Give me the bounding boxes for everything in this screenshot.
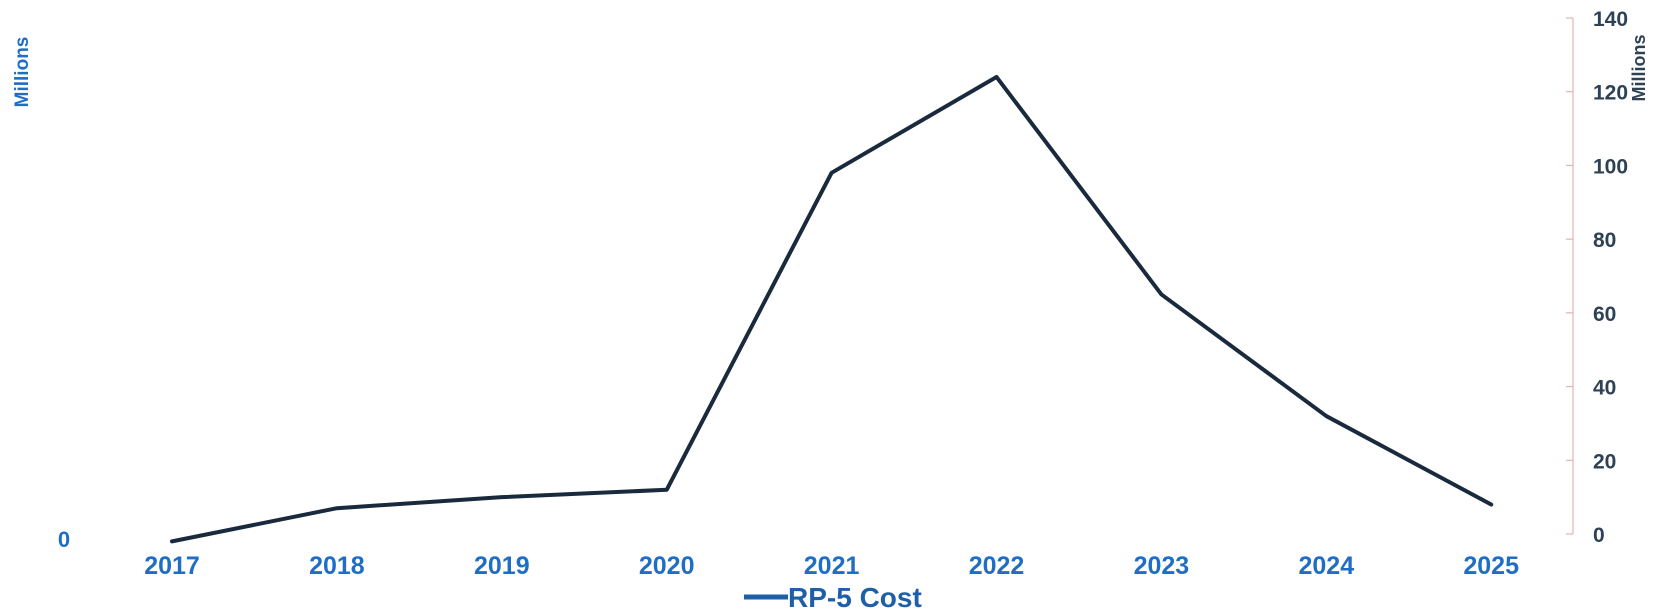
legend-label: RP-5 Cost	[788, 582, 922, 613]
right-axis-tick-label: 100	[1593, 155, 1628, 178]
x-axis-tick-label: 2018	[309, 552, 365, 580]
right-axis-tick-label: 80	[1593, 229, 1616, 252]
right-axis-tick-label: 60	[1593, 303, 1616, 326]
left-axis-title: Millions	[12, 37, 33, 108]
right-axis-tick-label: 120	[1593, 82, 1628, 105]
right-axis-tick-label: 0	[1593, 524, 1605, 547]
x-axis-tick-label: 2021	[804, 552, 860, 580]
x-axis-tick-label: 2022	[969, 552, 1025, 580]
right-axis-tick-label: 40	[1593, 377, 1616, 400]
x-axis-tick-label: 2024	[1298, 552, 1354, 580]
x-axis-tick-label: 2017	[144, 552, 200, 580]
right-axis-tick-label: 140	[1593, 8, 1628, 31]
right-axis-tick-label: 20	[1593, 450, 1616, 473]
series-line	[170, 74, 1494, 544]
x-axis-tick-label: 2020	[639, 552, 695, 580]
left-axis-tick-label: 0	[58, 527, 70, 552]
right-axis-ticks: 0 20 40 60 80 100 120 140	[1566, 8, 1628, 547]
x-axis-tick-label: 2025	[1463, 552, 1519, 580]
right-axis-title: Millions	[1629, 35, 1649, 102]
legend: RP-5 Cost	[744, 582, 922, 613]
x-axis-tick-label: 2023	[1134, 552, 1190, 580]
x-axis-tick-labels: 2017 2018 2019 2020 2021 2022 2023 2024 2025	[144, 552, 1519, 580]
x-axis-tick-label: 2019	[474, 552, 530, 580]
series-group	[170, 74, 1494, 544]
